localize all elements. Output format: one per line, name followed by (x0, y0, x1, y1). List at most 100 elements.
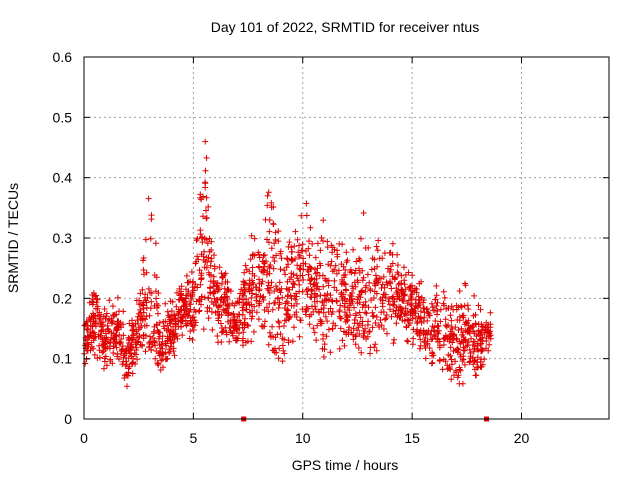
data-point (391, 336, 398, 343)
chart-title: Day 101 of 2022, SRMTID for receiver ntu… (211, 19, 479, 35)
data-point (222, 324, 229, 331)
data-point (328, 258, 335, 265)
data-point (386, 249, 393, 256)
data-point (256, 254, 263, 261)
data-point (405, 269, 412, 276)
data-point (487, 309, 494, 316)
data-point (429, 359, 436, 366)
data-point (118, 336, 125, 342)
data-point (486, 332, 493, 339)
data-point (404, 337, 410, 344)
data-point (365, 318, 372, 325)
data-point (239, 311, 246, 318)
data-point (350, 331, 356, 338)
data-point (85, 341, 91, 348)
data-point (406, 284, 413, 291)
data-point (277, 331, 284, 337)
data-point (383, 312, 390, 318)
data-point (88, 343, 95, 350)
data-point (196, 267, 203, 274)
data-point (253, 297, 260, 304)
data-point (478, 323, 485, 330)
data-point (148, 290, 155, 297)
data-point (454, 374, 461, 381)
data-point (152, 240, 159, 247)
data-point (288, 257, 295, 264)
data-point (474, 354, 481, 361)
data-point (184, 291, 191, 297)
data-point (246, 302, 253, 309)
data-point (342, 318, 349, 325)
data-point (143, 269, 150, 276)
data-point (364, 271, 371, 278)
data-point (447, 366, 454, 373)
data-point (284, 311, 291, 318)
data-point (275, 318, 282, 325)
data-point (467, 355, 474, 362)
data-point (305, 271, 312, 278)
data-point (391, 298, 398, 305)
data-point (486, 341, 493, 348)
data-point (130, 323, 137, 330)
data-point (440, 341, 447, 348)
data-point (395, 293, 402, 300)
data-point (334, 251, 341, 258)
grid (84, 57, 609, 419)
data-point (245, 322, 252, 329)
data-point (413, 289, 420, 296)
data-point (471, 292, 478, 299)
data-point (367, 287, 374, 294)
data-point (121, 352, 128, 359)
data-point (441, 294, 448, 301)
data-point (466, 346, 473, 353)
data-point (294, 236, 301, 243)
data-point (272, 236, 279, 243)
data-point (249, 264, 256, 271)
x-tick-label: 0 (80, 430, 88, 446)
data-point (379, 303, 386, 310)
data-point (390, 308, 397, 315)
data-point (320, 238, 326, 244)
data-point (470, 348, 477, 355)
data-point (388, 313, 395, 320)
data-point (331, 277, 338, 284)
data-point (303, 212, 310, 219)
data-point (338, 315, 345, 322)
x-tick-label: 10 (295, 430, 311, 446)
data-point (256, 280, 263, 287)
data-point (341, 280, 348, 287)
data-point (352, 310, 359, 317)
data-point (130, 355, 137, 362)
data-point (372, 272, 379, 279)
data-point (444, 336, 451, 343)
data-point (174, 289, 180, 296)
data-point (312, 270, 319, 277)
data-point (91, 351, 98, 358)
data-point (472, 311, 479, 318)
y-axis-label: SRMTID / TECUs (5, 183, 21, 293)
data-point (147, 235, 154, 242)
data-point (320, 309, 327, 316)
data-point (183, 322, 190, 329)
data-point (358, 349, 365, 356)
data-point (464, 342, 471, 349)
data-point (99, 336, 106, 343)
data-point (276, 279, 283, 286)
data-point (269, 306, 276, 313)
data-point (84, 347, 91, 354)
data-point (133, 347, 140, 353)
data-point (174, 335, 181, 342)
data-point (139, 286, 146, 293)
data-point (94, 355, 101, 362)
data-point (113, 326, 119, 333)
data-point (112, 340, 119, 347)
data-point (314, 265, 321, 272)
data-point (452, 367, 459, 374)
data-point (395, 312, 402, 319)
data-point (220, 306, 227, 313)
data-point (322, 313, 329, 320)
data-point (416, 345, 423, 352)
data-point (262, 318, 268, 325)
data-point (382, 294, 389, 301)
data-point (389, 294, 396, 301)
